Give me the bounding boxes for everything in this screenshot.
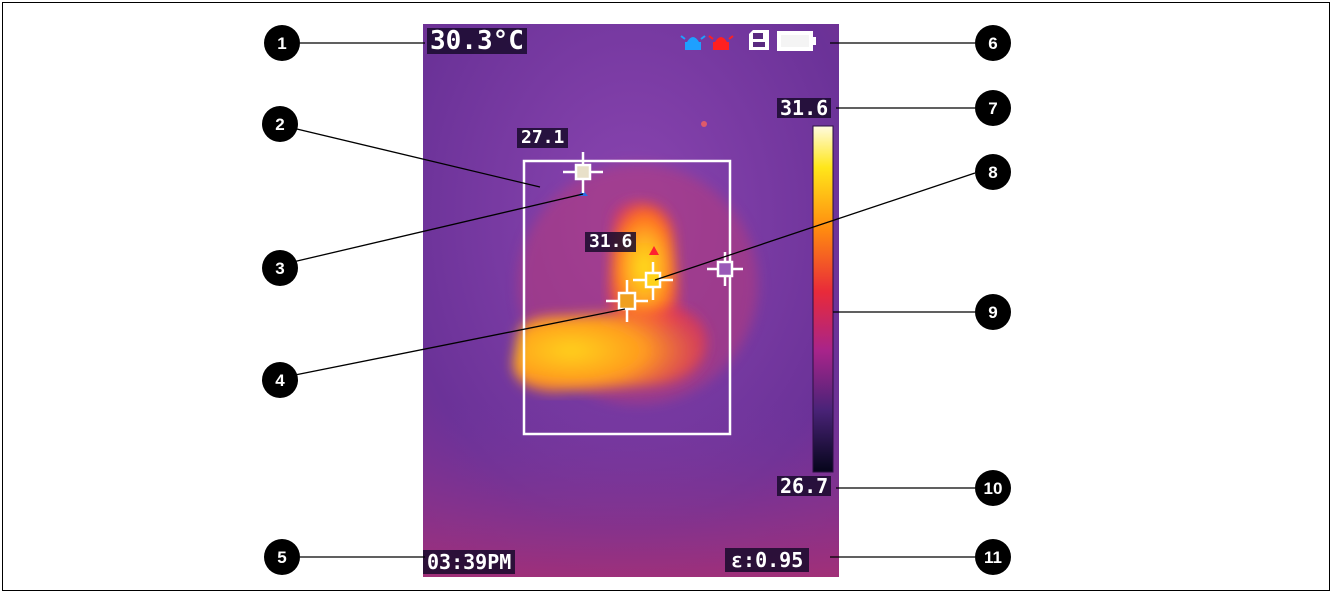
point-crosshair-icon: [606, 280, 648, 322]
max-temperature: 31.6: [777, 98, 832, 118]
callout-9: 9: [975, 294, 1011, 330]
thermal-screen: 30.3°C 31.6 26.7 03:39PM ε:0.95 27.1 31.…: [423, 24, 839, 577]
red-alarm-icon: [708, 35, 734, 50]
hot-point-temperature: 31.6: [585, 232, 637, 252]
max-marker-icon: [649, 246, 659, 255]
measurement-area-box: [522, 159, 732, 436]
callout-5: 5: [264, 539, 300, 575]
svg-text:10: 10: [984, 479, 1003, 498]
callout-2: 2: [262, 106, 298, 142]
svg-text:4: 4: [275, 371, 285, 390]
svg-text:1: 1: [277, 34, 286, 53]
min-temperature: 26.7: [777, 476, 832, 496]
center-temperature: 30.3°C: [427, 28, 527, 54]
callout-11: 11: [975, 539, 1011, 575]
hot-crosshair-icon: [633, 262, 673, 300]
svg-text:6: 6: [988, 34, 997, 53]
callout-3: 3: [262, 250, 298, 286]
callout-7: 7: [975, 90, 1011, 126]
sd-card-icon: [749, 30, 769, 50]
svg-text:8: 8: [988, 163, 997, 182]
cold-point-temperature: 27.1: [517, 128, 569, 148]
blue-alarm-icon: [680, 35, 706, 50]
callout-6: 6: [975, 25, 1011, 61]
svg-text:7: 7: [988, 99, 997, 118]
callout-8: 8: [975, 154, 1011, 190]
callout-1: 1: [264, 25, 300, 61]
svg-text:2: 2: [275, 115, 284, 134]
emissivity-display: ε:0.95: [725, 548, 810, 572]
svg-text:5: 5: [277, 548, 286, 567]
cold-crosshair-icon: [563, 152, 603, 193]
callout-10: 10: [975, 470, 1011, 506]
battery-icon: [777, 31, 816, 51]
color-scale-bar: [812, 125, 834, 473]
svg-text:9: 9: [988, 303, 997, 322]
callout-4: 4: [262, 362, 298, 398]
time-display: 03:39PM: [423, 550, 516, 574]
svg-text:11: 11: [984, 548, 1002, 567]
svg-text:3: 3: [275, 259, 284, 278]
center-crosshair-icon: [707, 252, 743, 286]
